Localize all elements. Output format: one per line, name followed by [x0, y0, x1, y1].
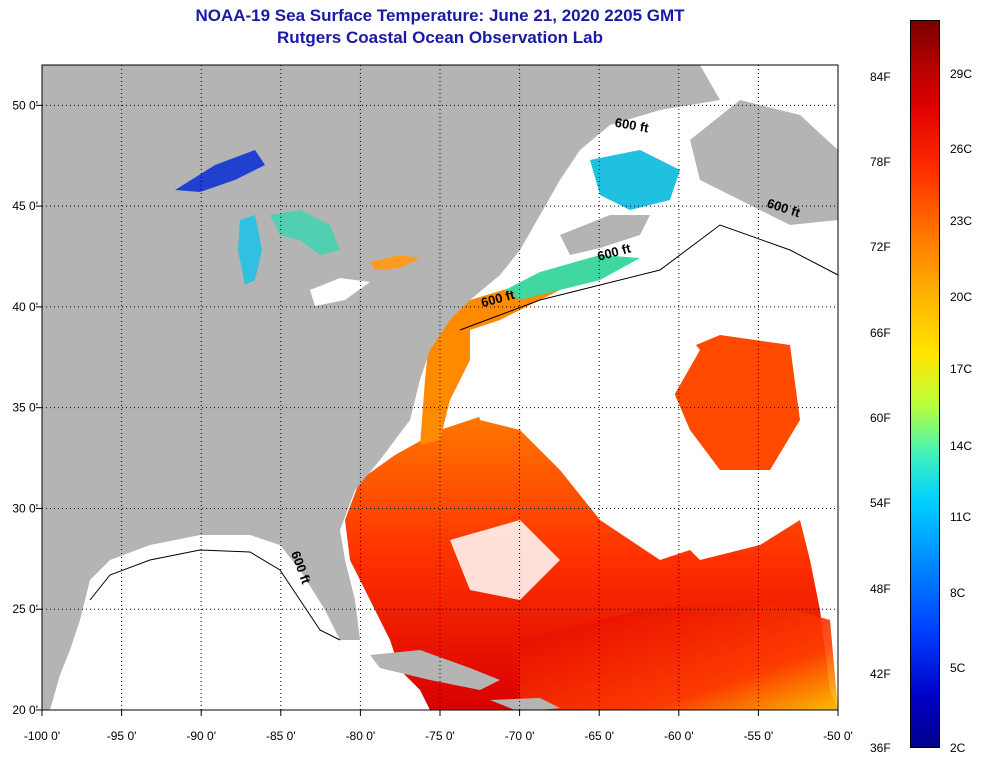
lat-tick-label: 35 0': [12, 401, 38, 415]
colorbar-c-label: 8C: [950, 585, 966, 600]
lon-tick-label: -75 0': [425, 729, 455, 743]
sst-cool-shelf: [505, 255, 640, 300]
colorbar-c-label: 11C: [950, 510, 972, 525]
lon-tick-label: -60 0': [664, 729, 694, 743]
cloud-mask-south: [450, 520, 560, 600]
lat-tick-label: 20 0': [12, 703, 38, 717]
land-cuba: [370, 650, 500, 690]
lake-erie: [310, 278, 370, 306]
sst-south-gradient: [520, 600, 838, 710]
land-newfoundland: [690, 100, 838, 225]
atlantic-shelf-isobath: [459, 224, 838, 331]
colorbar-f-label: 72F: [870, 240, 891, 255]
colorbar-f-label: 66F: [870, 326, 891, 341]
isobath-label: 600 ft: [614, 115, 651, 136]
colorbar-c-label: 23C: [950, 213, 973, 228]
colorbar-c-label: 14C: [950, 438, 973, 453]
lon-tick-label: -90 0': [186, 729, 216, 743]
lat-tick-label: 40 0': [12, 300, 38, 314]
colorbar-f-label: 48F: [870, 582, 891, 597]
colorbar-c-label: 2C: [950, 741, 966, 755]
temperature-colorbar: [910, 20, 940, 748]
lake-michigan: [238, 215, 262, 285]
lake-superior: [175, 150, 265, 192]
map-title: NOAA-19 Sea Surface Temperature: June 21…: [195, 6, 685, 25]
colorbar-f-label: 84F: [870, 69, 891, 84]
colorbar-c-label: 5C: [950, 660, 966, 675]
map-subtitle: Rutgers Coastal Ocean Observation Lab: [277, 28, 603, 47]
land-north-america: [42, 65, 720, 710]
lake-ontario: [370, 255, 420, 270]
colorbar-f-label: 78F: [870, 154, 891, 169]
colorbar-f-label: 36F: [870, 741, 891, 755]
colorbar-f-label: 42F: [870, 666, 891, 681]
gulf-shelf-isobath: [89, 549, 341, 641]
land-hispaniola: [490, 698, 560, 710]
lon-tick-label: -100 0': [24, 729, 60, 743]
sst-gulfstream: [420, 285, 560, 445]
lon-tick-label: -80 0': [346, 729, 376, 743]
lon-tick-label: -85 0': [266, 729, 296, 743]
lon-tick-label: -65 0': [584, 729, 614, 743]
sst-gulf-of-st-lawrence: [590, 150, 680, 210]
colorbar-f-label: 54F: [870, 496, 891, 511]
lon-tick-label: -70 0': [505, 729, 535, 743]
lon-tick-label: -50 0': [823, 729, 853, 743]
lon-tick-label: -55 0': [744, 729, 774, 743]
land-nova-scotia: [560, 215, 650, 255]
lon-tick-label: -95 0': [107, 729, 137, 743]
colorbar-c-label: 20C: [950, 289, 973, 304]
lat-tick-label: 45 0': [12, 199, 38, 213]
sst-east-patch: [660, 335, 800, 470]
lake-huron: [270, 210, 340, 255]
lat-tick-label: 30 0': [12, 501, 38, 515]
lat-tick-label: 25 0': [12, 602, 38, 616]
colorbar-f-label: 60F: [870, 411, 891, 426]
colorbar-c-label: 26C: [950, 141, 973, 156]
colorbar-c-label: 29C: [950, 66, 973, 81]
cloud-mask: [470, 300, 720, 560]
colorbar-c-label: 17C: [950, 362, 973, 377]
lat-tick-label: 50 0': [12, 98, 38, 112]
axis-ticks: -100 0' -95 0' -90 0' -85 0' -80 0' -75 0' -70…: [12, 98, 852, 743]
graticule: [42, 65, 838, 710]
